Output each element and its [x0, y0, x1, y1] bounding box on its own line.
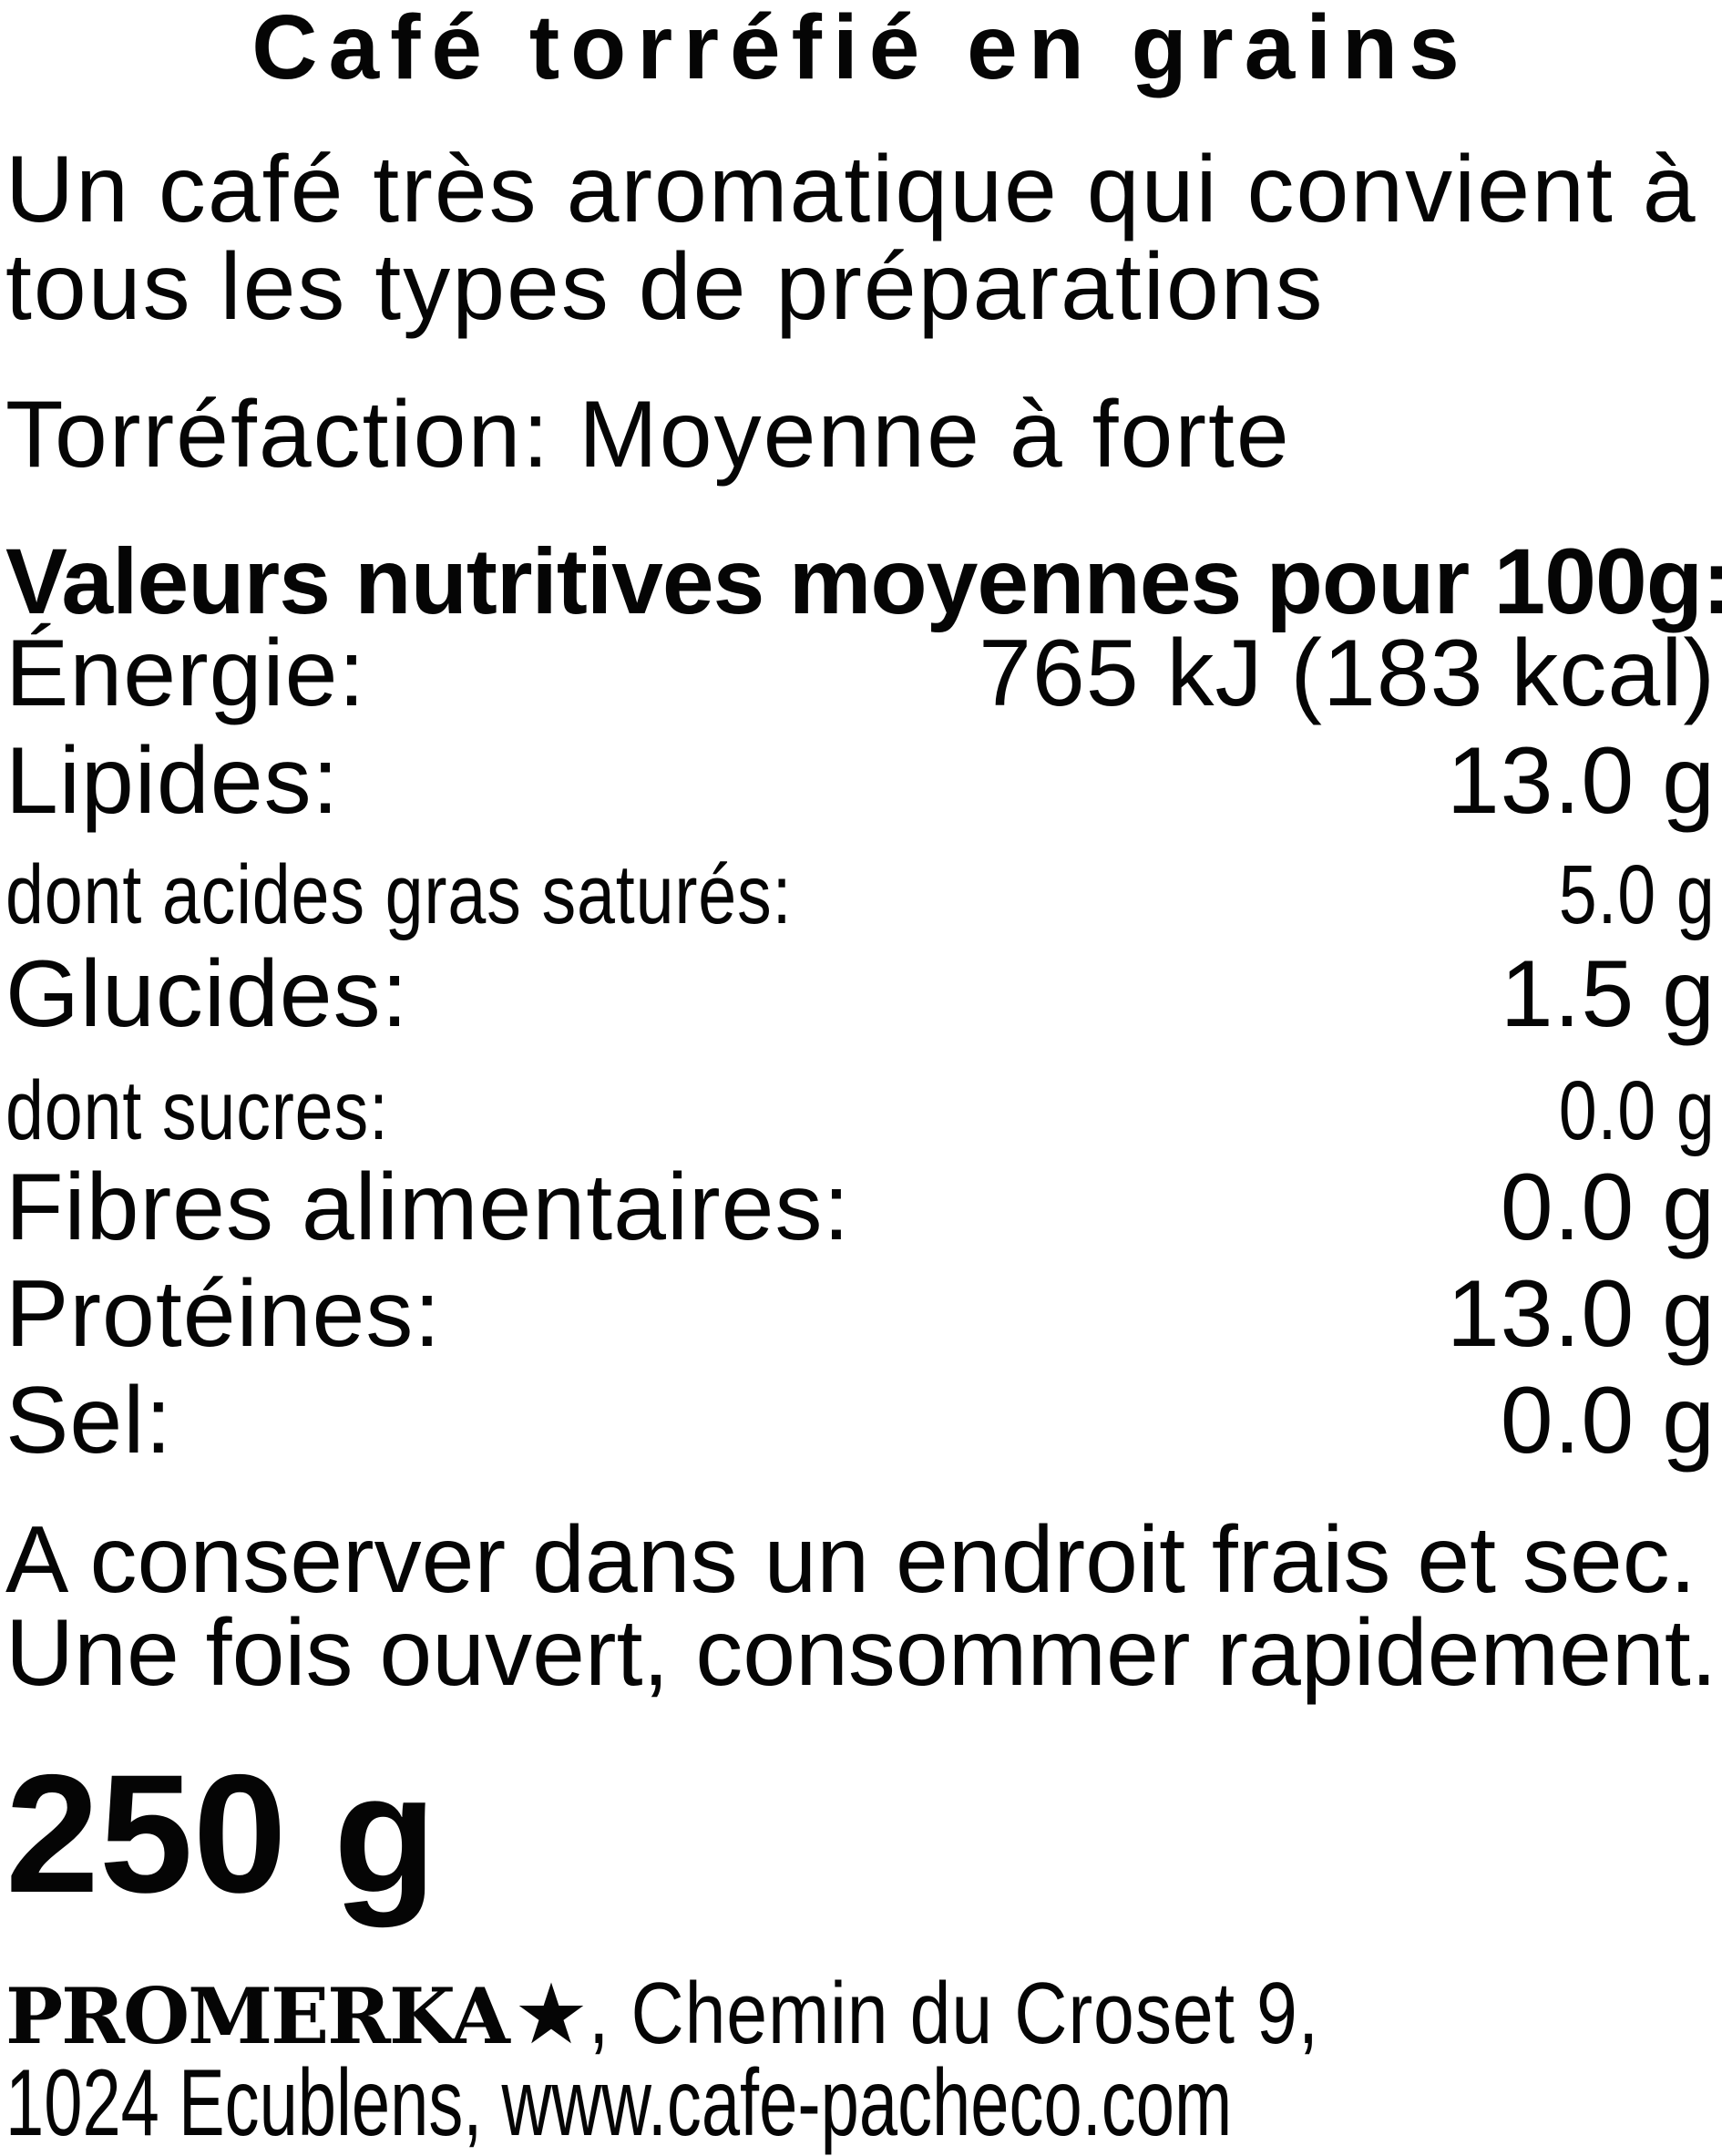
product-title: Café torréfié en grains — [251, 0, 1471, 98]
product-description: Un café très aromatique qui convient à to… — [5, 141, 1716, 336]
storage-instructions: A conserver dans un endroit frais et sec… — [5, 1513, 1717, 1700]
nutrition-value: 0.0 g — [1500, 1368, 1716, 1473]
nutrition-label: dont acides gras saturés: — [5, 848, 793, 941]
nutrition-row-carbohydrates: Glucides: 1.5 g — [5, 947, 1716, 1042]
brand-logo: PROMERKA — [5, 1971, 510, 2061]
star-icon: ★ — [513, 1968, 589, 2061]
nutrition-label: Fibres alimentaires: — [5, 1155, 851, 1260]
nutrition-value: 0.0 g — [1500, 1155, 1716, 1260]
roast-level-line: Torréfaction: Moyenne à forte — [5, 382, 1291, 488]
address-street: , Chemin du Croset 9, — [589, 1965, 1320, 2062]
nutrition-label: Énergie: — [5, 621, 366, 726]
nutrition-header: Valeurs nutritives moyennes pour 100g: — [5, 529, 1722, 633]
nutrition-value: 0.0 g — [1559, 1064, 1716, 1157]
nutrition-value: 5.0 g — [1559, 848, 1716, 941]
nutrition-label: Lipides: — [5, 728, 340, 834]
manufacturer-line: PROMERKA ★ , Chemin du Croset 9, — [5, 1970, 1716, 2058]
nutrition-row-energy: Énergie: 765 kJ (183 kcal) — [5, 626, 1716, 721]
nutrition-value: 13.0 g — [1446, 728, 1716, 834]
nutrition-value: 1.5 g — [1500, 941, 1716, 1047]
description-line-2: tous les types de préparations — [5, 234, 1325, 340]
nutrition-label: Protéines: — [5, 1261, 442, 1367]
nutrition-label: Sel: — [5, 1368, 173, 1473]
nutrition-value: 765 kJ (183 kcal) — [979, 621, 1716, 726]
nutrition-row-fiber: Fibres alimentaires: 0.0 g — [5, 1160, 1716, 1255]
net-weight: 250 g — [5, 1740, 437, 1928]
nutrition-row-salt: Sel: 0.0 g — [5, 1373, 1716, 1468]
storage-line-1: A conserver dans un endroit frais et sec… — [5, 1507, 1696, 1613]
nutrition-value: 13.0 g — [1446, 1261, 1716, 1367]
storage-line-2: Une fois ouvert, consommer rapidement. — [5, 1600, 1717, 1706]
nutrition-row-saturated-fat: dont acides gras saturés: 5.0 g — [5, 853, 1716, 937]
description-line-1: Un café très aromatique qui convient à — [5, 137, 1697, 242]
nutrition-row-sugars: dont sucres: 0.0 g — [5, 1069, 1716, 1153]
nutrition-row-protein: Protéines: 13.0 g — [5, 1267, 1716, 1361]
address-city-website: 1024 Ecublens, www.cafe-pacheco.com — [5, 2050, 1233, 2156]
nutrition-label: dont sucres: — [5, 1064, 389, 1157]
nutrition-label: Glucides: — [5, 941, 409, 1047]
nutrition-row-fat: Lipides: 13.0 g — [5, 734, 1716, 828]
